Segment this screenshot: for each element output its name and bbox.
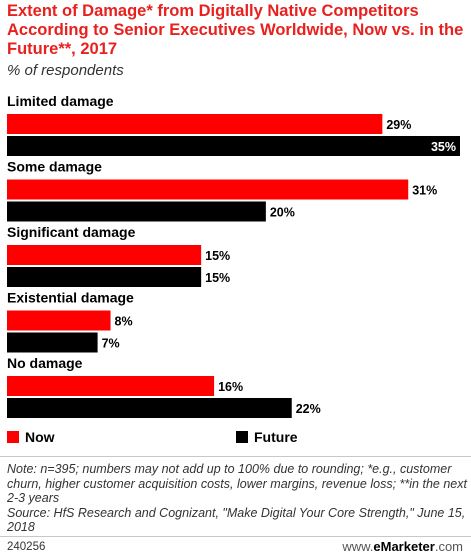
- bar-no-damage-future: [7, 398, 292, 418]
- bar-no-damage-now: [7, 376, 215, 396]
- source-text: Source: HfS Research and Cognizant, "Mak…: [7, 505, 466, 535]
- brand-logo: www.eMarketer.com: [342, 539, 463, 554]
- legend-swatch-future: [236, 431, 248, 443]
- category-label-existential-damage: Existential damage: [7, 290, 134, 306]
- category-label-some-damage: Some damage: [7, 159, 102, 175]
- legend-item-now: Now: [7, 429, 55, 445]
- bar-some-damage-now: [7, 179, 409, 200]
- legend: Now Future: [0, 429, 471, 449]
- value-label-limited-damage-future: 35%: [431, 140, 456, 154]
- bar-limited-damage-future: [7, 136, 460, 156]
- category-label-no-damage: No damage: [7, 355, 83, 371]
- brand-name: eMarketer: [373, 539, 435, 554]
- value-label-limited-damage-now: 29%: [386, 118, 411, 132]
- bar-chart: Limited damage 29% 35% Some damage 31% 20% Sig…: [7, 93, 460, 418]
- value-label-some-damage-now: 31%: [412, 184, 437, 198]
- divider-bottom: [0, 536, 471, 537]
- bar-limited-damage-now: [7, 114, 383, 134]
- notes: Note: n=395; numbers may not add up to 1…: [7, 462, 467, 535]
- category-label-significant-damage: Significant damage: [7, 224, 136, 240]
- bar-existential-damage-now: [7, 310, 111, 331]
- value-label-no-damage-now: 16%: [218, 380, 243, 394]
- bar-significant-damage-future: [7, 267, 202, 287]
- note-text: Note: n=395; numbers may not add up to 1…: [7, 462, 467, 505]
- chart-title: Extent of Damage* from Digitally Native …: [7, 2, 464, 58]
- chart-subtitle: % of respondents: [7, 62, 124, 79]
- brand-prefix: www.: [342, 539, 374, 554]
- bar-some-damage-future: [7, 201, 266, 222]
- bar-significant-damage-now: [7, 245, 202, 265]
- value-label-significant-damage-future: 15%: [205, 271, 230, 285]
- legend-label-future: Future: [254, 429, 298, 445]
- value-label-no-damage-future: 22%: [296, 402, 321, 416]
- divider-top: [0, 456, 471, 457]
- brand-suffix: .com: [434, 539, 463, 554]
- bar-existential-damage-future: [7, 332, 98, 353]
- legend-label-now: Now: [25, 429, 55, 445]
- value-label-some-damage-future: 20%: [270, 206, 295, 220]
- legend-swatch-now: [7, 431, 19, 443]
- value-label-existential-damage-future: 7%: [102, 337, 120, 351]
- value-label-existential-damage-now: 8%: [115, 315, 133, 329]
- legend-item-future: Future: [236, 429, 298, 445]
- category-label-limited-damage: Limited damage: [7, 93, 114, 109]
- value-label-significant-damage-now: 15%: [205, 249, 230, 263]
- chart-id: 240256: [7, 541, 46, 553]
